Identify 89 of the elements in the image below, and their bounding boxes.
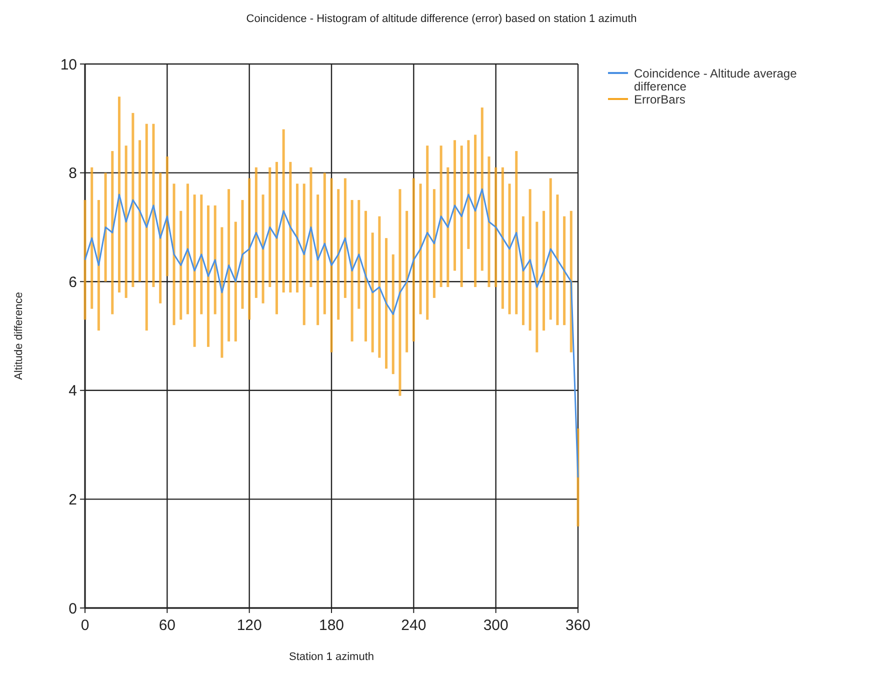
bar (302, 184, 306, 326)
bar (172, 184, 176, 326)
bar (385, 238, 388, 369)
bar (200, 194, 203, 314)
bar (488, 156, 490, 288)
bar (419, 184, 422, 314)
bar (371, 232, 374, 352)
bar (214, 205, 216, 314)
bar (193, 194, 196, 347)
bar (350, 200, 354, 342)
bar (563, 216, 566, 326)
bar (432, 189, 436, 298)
bar (460, 146, 463, 288)
bar (316, 194, 320, 326)
bar (268, 167, 272, 288)
x-tick-label: 300 (483, 617, 508, 634)
bar (310, 167, 312, 288)
bar (84, 200, 86, 320)
bar (282, 129, 285, 292)
y-tick-label: 6 (68, 274, 77, 291)
bar (454, 140, 456, 271)
bar (90, 167, 94, 309)
bar (323, 172, 326, 314)
bar (446, 167, 450, 288)
bar (494, 167, 498, 288)
y-tick-label: 2 (68, 491, 77, 508)
bar (528, 189, 532, 331)
bar (522, 216, 524, 326)
bar (254, 167, 258, 298)
x-tick-label: 60 (158, 617, 176, 634)
x-tick-label: 240 (401, 617, 426, 634)
bar (474, 134, 477, 288)
bar (228, 189, 230, 342)
bar (508, 184, 511, 314)
bar (515, 151, 518, 314)
bar (296, 184, 299, 292)
y-axis-title: Altitude difference (13, 292, 25, 380)
bar (186, 184, 189, 314)
bar (549, 178, 552, 320)
bar (406, 210, 408, 352)
bar (159, 172, 162, 304)
bar (124, 146, 128, 298)
bar (104, 172, 107, 282)
bar (118, 96, 120, 292)
bar (412, 178, 415, 342)
bar (220, 227, 224, 358)
bar (111, 151, 114, 314)
y-tick-label: 4 (68, 382, 77, 400)
x-tick-label: 180 (318, 617, 344, 634)
y-tick-label: 0 (68, 600, 77, 618)
y-tick-label: 8 (68, 165, 77, 182)
bar (364, 210, 367, 342)
x-tick-label: 0 (80, 617, 90, 634)
bar (344, 178, 346, 298)
bar (138, 140, 142, 282)
legend-label: ErrorBars (634, 92, 686, 107)
bar (289, 162, 292, 292)
bar (132, 112, 134, 288)
bar (378, 216, 381, 358)
y-tick-label: 10 (60, 56, 77, 74)
bar (467, 140, 470, 249)
bar (536, 222, 538, 352)
bar (337, 189, 340, 320)
bar (501, 167, 504, 309)
bar (241, 200, 244, 309)
bar (556, 194, 559, 326)
bar (180, 210, 182, 320)
bar (262, 194, 264, 304)
bar (480, 108, 484, 271)
bar (542, 210, 546, 331)
chart-title: Coincidence - Histogram of altitude difference (error) based on station 1 azimuth (246, 13, 637, 25)
bar (330, 178, 333, 352)
bar (234, 222, 237, 342)
bar (97, 200, 100, 331)
bar (440, 146, 442, 288)
x-tick-label: 360 (565, 617, 591, 634)
legend-label: Coincidence - Altitude average difference (634, 66, 798, 94)
bar (207, 205, 210, 347)
bar (145, 124, 148, 331)
bar (248, 178, 251, 320)
bar (275, 162, 278, 314)
bar (398, 189, 402, 396)
bar (358, 200, 360, 309)
bar (152, 124, 155, 288)
x-tick-label: 120 (236, 617, 262, 634)
bar (426, 146, 429, 320)
x-axis-title: Station 1 azimuth (289, 651, 374, 663)
bar (166, 156, 168, 276)
bar (392, 254, 394, 374)
